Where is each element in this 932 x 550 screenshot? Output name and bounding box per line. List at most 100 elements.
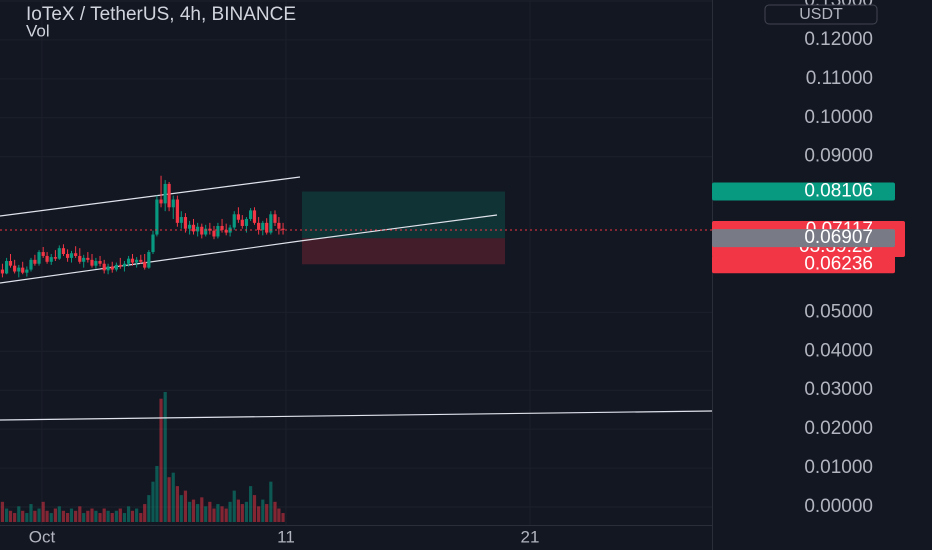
trend-line: [0, 410, 713, 421]
volume-bar: [4, 508, 9, 522]
candle-body: [106, 266, 110, 271]
volume-bar: [61, 510, 66, 522]
candle-body: [21, 267, 25, 273]
y-tick-label: 0.04000: [804, 340, 873, 361]
candle-body: [130, 258, 135, 263]
volume-bar: [265, 504, 269, 522]
candle-body: [102, 263, 106, 271]
candle-body: [17, 267, 21, 272]
volume-bar: [191, 499, 196, 522]
candle-body: [265, 222, 269, 233]
price-marker-label: 0.08106: [804, 181, 873, 202]
candle-body: [187, 224, 192, 229]
candle-body: [269, 214, 273, 233]
candle-body: [240, 219, 244, 226]
candle-body: [171, 199, 175, 208]
volume-bar: [53, 508, 57, 522]
candle-body: [236, 214, 240, 220]
candle-body: [90, 259, 94, 266]
currency-box[interactable]: [764, 4, 878, 25]
candle-body: [114, 264, 118, 270]
candle-body: [244, 218, 249, 226]
volume-bar: [196, 504, 200, 522]
volume-bar: [167, 477, 171, 522]
volume-bar: [269, 481, 273, 522]
volume-bar: [220, 506, 224, 522]
y-tick-label: 0.09000: [804, 146, 873, 167]
grid: [0, 0, 712, 525]
candle-body: [118, 264, 122, 267]
volume-bar: [37, 508, 41, 522]
candle-body: [261, 222, 265, 230]
price-marker: [712, 182, 895, 201]
volume-bar: [33, 510, 37, 522]
volume-bar: [126, 506, 131, 522]
y-tick-label: 0.12000: [804, 29, 873, 50]
x-tick-label: 21: [521, 527, 540, 546]
candle-body: [281, 228, 285, 230]
volume-bar: [224, 508, 228, 522]
subtitle: Vol: [26, 21, 50, 40]
volume-bar: [69, 508, 74, 522]
volume-bar: [248, 486, 253, 522]
candle-body: [224, 229, 228, 233]
y-tick-label: 0.05000: [804, 301, 873, 322]
candle-body: [86, 257, 90, 260]
volume-bar: [49, 513, 53, 522]
volume-bar: [57, 506, 61, 522]
candle-body: [208, 228, 212, 231]
volume-bar: [159, 398, 163, 522]
volume-bar: [183, 490, 188, 522]
volume-bar: [0, 501, 5, 522]
volume-bar: [86, 510, 90, 522]
y-tick-label: 0.10000: [804, 107, 873, 128]
volume-bar: [94, 510, 98, 522]
volume-bar: [175, 486, 179, 522]
volume-bar: [200, 497, 204, 522]
candle-body: [78, 255, 82, 262]
candle-body: [191, 224, 196, 232]
candle-body: [45, 255, 49, 262]
candle-body: [57, 248, 61, 259]
volume-pane: [0, 392, 285, 522]
volume-bar: [228, 501, 232, 522]
volume-bar: [114, 510, 118, 522]
volume-bar: [244, 501, 249, 522]
candle-body: [257, 222, 261, 230]
volume-bar: [261, 499, 265, 522]
volume-bar: [25, 513, 29, 522]
candle-body: [0, 269, 5, 274]
stop-zone: [302, 238, 505, 265]
volume-bar: [102, 508, 106, 522]
candle-body: [29, 259, 33, 270]
candle-body: [33, 259, 37, 264]
volume-bar: [212, 508, 216, 522]
volume-bar: [240, 504, 244, 522]
volume-bar: [273, 501, 277, 522]
volume-bar: [13, 513, 17, 522]
candle-body: [143, 261, 147, 268]
volume-bar: [65, 513, 70, 522]
candle-body: [82, 257, 86, 262]
volume-bar: [21, 510, 25, 522]
candle-body: [151, 234, 155, 253]
volume-bar: [252, 495, 257, 522]
candle-body: [4, 261, 9, 274]
candle-body: [155, 199, 159, 235]
candle-body: [69, 253, 74, 258]
volume-bar: [216, 504, 220, 522]
volume-bar: [232, 490, 236, 522]
x-tick-label: Oct: [29, 527, 56, 546]
currency[interactable]: USDT: [799, 6, 843, 23]
candle-body: [98, 261, 102, 264]
candle-body: [147, 252, 151, 268]
candle-body: [74, 253, 78, 256]
volume-bar: [106, 510, 110, 522]
candle-body: [252, 210, 257, 223]
volume-bar: [110, 513, 114, 522]
candle-body: [13, 265, 17, 272]
candle-body: [175, 199, 179, 223]
candle-body: [204, 228, 208, 235]
y-tick-label: 0.02000: [804, 418, 873, 439]
